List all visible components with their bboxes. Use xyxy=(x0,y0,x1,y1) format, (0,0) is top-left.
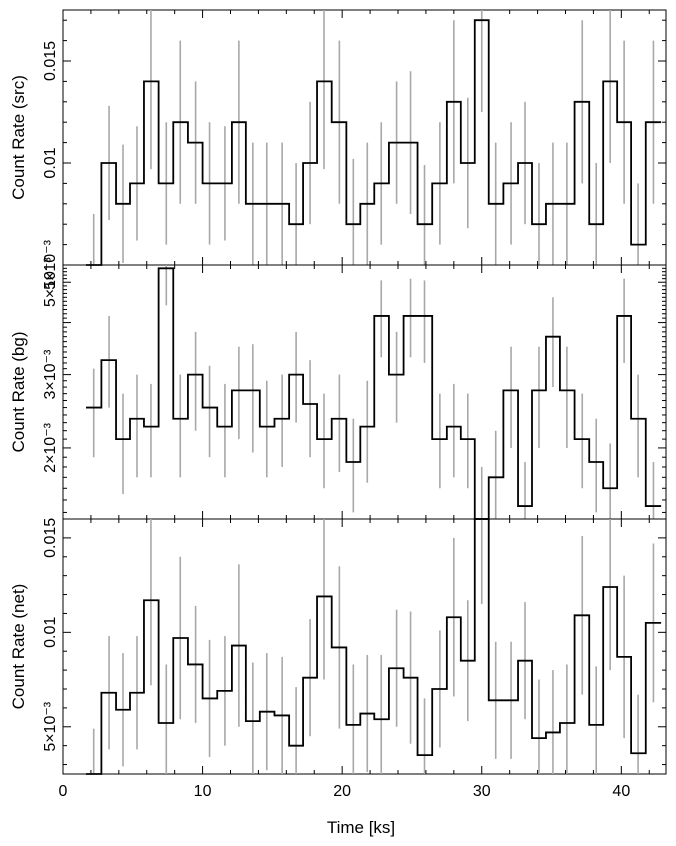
x-tick-label: 40 xyxy=(612,783,630,800)
x-tick-label: 0 xyxy=(59,783,68,800)
y-tick-label-bg: 3×10⁻³ xyxy=(42,349,59,399)
y-axis-label-net: Count Rate (net) xyxy=(9,584,28,710)
plot-frame-net xyxy=(62,518,667,775)
y-tick-label-src: 0.015 xyxy=(42,41,59,81)
y-tick-label-src: 0.01 xyxy=(42,147,59,178)
y-tick-label-bg: 2×10⁻³ xyxy=(42,422,59,472)
plot-frame-bg xyxy=(62,264,667,520)
y-axis-label-bg: Count Rate (bg) xyxy=(9,332,28,453)
y-tick-label-net: 5×10⁻³ xyxy=(42,701,59,751)
x-tick-label: 20 xyxy=(333,783,351,800)
x-tick-label: 10 xyxy=(194,783,212,800)
x-tick-label: 30 xyxy=(473,783,491,800)
y-tick-label-net: 0.015 xyxy=(42,518,59,558)
panel-bg: 2×10⁻³ 3×10⁻³ 5×10⁻³ Count Rate (bg) xyxy=(9,257,667,520)
y-tick-label-net: 0.01 xyxy=(42,617,59,648)
step-series-bg xyxy=(86,267,662,520)
panel-net: 5×10⁻³ 0.01 0.015 Count Rate (net) 0 10 20 30 40 xyxy=(9,518,667,800)
plot-frame-src xyxy=(62,9,667,266)
y-axis-label-src: Count Rate (src) xyxy=(9,75,28,200)
step-series-src xyxy=(86,19,662,266)
panel-src: 5×10⁻³ 0.01 0.015 Count Rate (src) xyxy=(9,9,667,290)
y-tick-label-src: 5×10⁻³ xyxy=(42,239,59,289)
x-axis-label: Time [ks] xyxy=(327,818,395,837)
step-series-net xyxy=(86,518,662,775)
y-tick-label-bg: 5×10⁻³ xyxy=(42,257,59,307)
